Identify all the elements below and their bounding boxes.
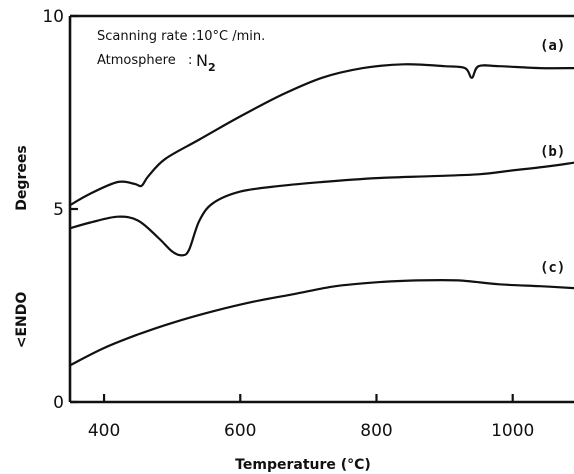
x-ticks: 400 600 800 1000 [88, 394, 534, 441]
x-tick-label: 400 [88, 421, 120, 441]
y-tick-label: 0 [53, 393, 64, 413]
curve-series-0 [68, 63, 574, 207]
atmosphere-separator: : [188, 53, 192, 68]
curve-label: (b) [540, 144, 565, 160]
atmosphere-subscript: 2 [208, 61, 216, 74]
atmosphere-value: N [196, 51, 208, 70]
scanning-rate-note: Scanning rate :10°C /min. [97, 29, 265, 44]
x-tick-label: 800 [360, 421, 392, 441]
curve-label: (a) [540, 38, 565, 54]
curves [68, 63, 574, 367]
atmosphere-label: Atmosphere [97, 53, 176, 68]
x-tick-label: 600 [224, 421, 256, 441]
axes [68, 14, 574, 404]
y-ticks: 0 5 10 [42, 7, 78, 413]
curve-series-1 [68, 161, 574, 257]
y-axis-title-degrees: Degrees [14, 145, 30, 210]
x-axis-title: Temperature (°C) [235, 457, 371, 473]
y-tick-label: 5 [53, 200, 64, 220]
curve-label: (c) [540, 260, 565, 276]
x-tick-label: 1000 [491, 421, 534, 441]
curve-series-2 [68, 278, 574, 367]
curve-labels: (a) (b) (c) [540, 38, 565, 276]
y-axis-title-endo: <ENDO [14, 292, 30, 349]
y-tick-label: 10 [42, 7, 64, 27]
